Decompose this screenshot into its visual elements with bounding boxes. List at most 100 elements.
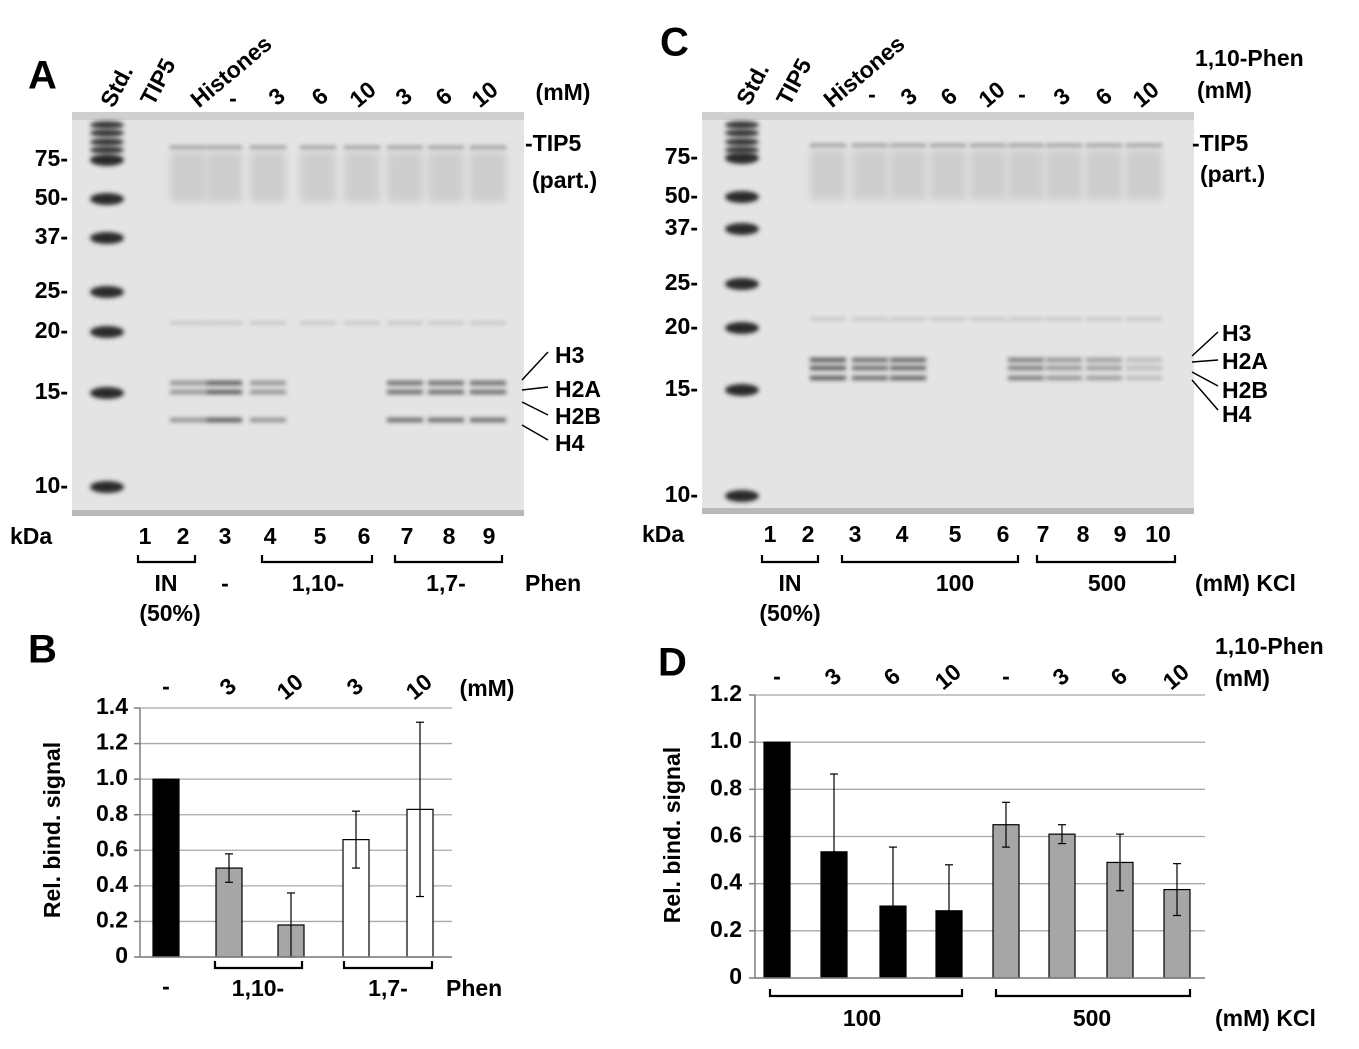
- category-label: 3: [820, 662, 847, 690]
- group-label: (mM) KCl: [1195, 570, 1296, 596]
- y-axis-label: Rel. bind. signal: [659, 747, 685, 923]
- band-annotation: H3: [1222, 320, 1251, 346]
- lane-label: 10: [973, 76, 1009, 112]
- category-label: 10: [272, 668, 308, 704]
- lane-smear: [810, 150, 846, 200]
- lane-band: [1008, 144, 1044, 147]
- band-annotation: H2B: [1222, 377, 1268, 403]
- lane-number: 4: [896, 521, 909, 547]
- group-bracket: [1035, 555, 1177, 564]
- size-marker: 50-: [665, 182, 698, 208]
- lane-number: 3: [849, 521, 862, 547]
- lane-band: [206, 146, 242, 149]
- lane-band: [250, 146, 286, 149]
- group-label: IN: [155, 570, 178, 596]
- y-tick-label: 0: [115, 942, 128, 968]
- size-marker: 25-: [665, 269, 698, 295]
- histone-band: [852, 376, 888, 380]
- lane-band: [930, 318, 966, 320]
- histone-band: [1086, 376, 1122, 380]
- lane-band: [890, 318, 926, 320]
- lane-label: -: [1018, 81, 1026, 107]
- size-marker: 50-: [35, 184, 68, 210]
- y-tick-label: 0.6: [710, 822, 742, 848]
- lane-band: [344, 146, 380, 149]
- histone-band: [810, 358, 846, 362]
- y-tick-label: 0.8: [96, 800, 128, 826]
- ladder-band: [90, 326, 124, 338]
- group-bracket: [393, 555, 504, 564]
- group-bracket: [768, 989, 964, 998]
- group-bracket: [342, 961, 434, 970]
- lane-number: 5: [314, 523, 327, 549]
- top-unit: (mM): [1215, 665, 1270, 691]
- group-bracket: [760, 555, 820, 564]
- unit-label: (mM): [1197, 77, 1252, 103]
- ladder-band: [725, 223, 759, 235]
- ladder-band: [725, 121, 759, 129]
- gel-image: [702, 112, 1194, 514]
- size-marker: 37-: [665, 214, 698, 240]
- ladder-band: [725, 138, 759, 146]
- panel-letter: B: [28, 628, 57, 672]
- group-label: IN: [779, 570, 802, 596]
- ladder-band: [90, 154, 124, 166]
- histone-band: [890, 358, 926, 362]
- lane-number: 3: [219, 523, 232, 549]
- category-label: 6: [1106, 662, 1133, 690]
- lane-band: [170, 146, 206, 149]
- lane-label: 10: [344, 76, 380, 112]
- group-label: -: [162, 973, 170, 999]
- histone-band: [387, 418, 423, 422]
- lane-label: 6: [306, 82, 333, 110]
- lane-band: [810, 144, 846, 147]
- lane-number: 1: [764, 521, 777, 547]
- top-unit: (mM): [460, 675, 515, 701]
- lane-label: 6: [1090, 82, 1117, 110]
- group-label: Phen: [525, 570, 581, 596]
- lane-band: [930, 144, 966, 147]
- histone-band: [470, 381, 506, 385]
- size-marker: 10-: [35, 472, 68, 498]
- histone-band: [387, 390, 423, 394]
- histone-band: [428, 390, 464, 394]
- ladder-band: [90, 232, 124, 244]
- lane-smear: [387, 152, 423, 202]
- category-label: 10: [1158, 658, 1194, 694]
- lane-label: -: [229, 85, 237, 111]
- lane-label: TIP5: [135, 54, 181, 109]
- band-annotation: H2B: [555, 403, 601, 429]
- group-bracket: [260, 555, 374, 564]
- y-tick-label: 0.2: [96, 907, 128, 933]
- lane-smear: [250, 152, 286, 202]
- lane-label: 3: [390, 82, 417, 110]
- histone-band: [250, 381, 286, 385]
- ladder-band: [725, 191, 759, 203]
- annotation-line: [1191, 379, 1219, 411]
- lane-band: [852, 318, 888, 320]
- histone-band: [1008, 376, 1044, 380]
- lane-smear: [1126, 150, 1162, 200]
- group-bracket: [840, 555, 1020, 564]
- histone-band: [852, 358, 888, 362]
- category-label: 10: [401, 668, 437, 704]
- annotation-line: [521, 424, 549, 441]
- ladder-band: [725, 384, 759, 396]
- group-label: 500: [1073, 1005, 1111, 1031]
- lane-smear: [300, 152, 336, 202]
- histone-band: [206, 390, 242, 394]
- y-tick-label: 0.4: [710, 869, 742, 895]
- lane-smear: [890, 150, 926, 200]
- histone-band: [852, 366, 888, 370]
- histone-band: [428, 381, 464, 385]
- y-axis-label: Rel. bind. signal: [39, 742, 65, 918]
- band-annotation: H4: [1222, 401, 1252, 427]
- lane-band: [300, 146, 336, 149]
- lane-number: 8: [443, 523, 456, 549]
- y-tick-label: 0.2: [710, 916, 742, 942]
- histone-band: [1008, 366, 1044, 370]
- annotation-line: [1191, 331, 1219, 357]
- lane-number: 1: [139, 523, 152, 549]
